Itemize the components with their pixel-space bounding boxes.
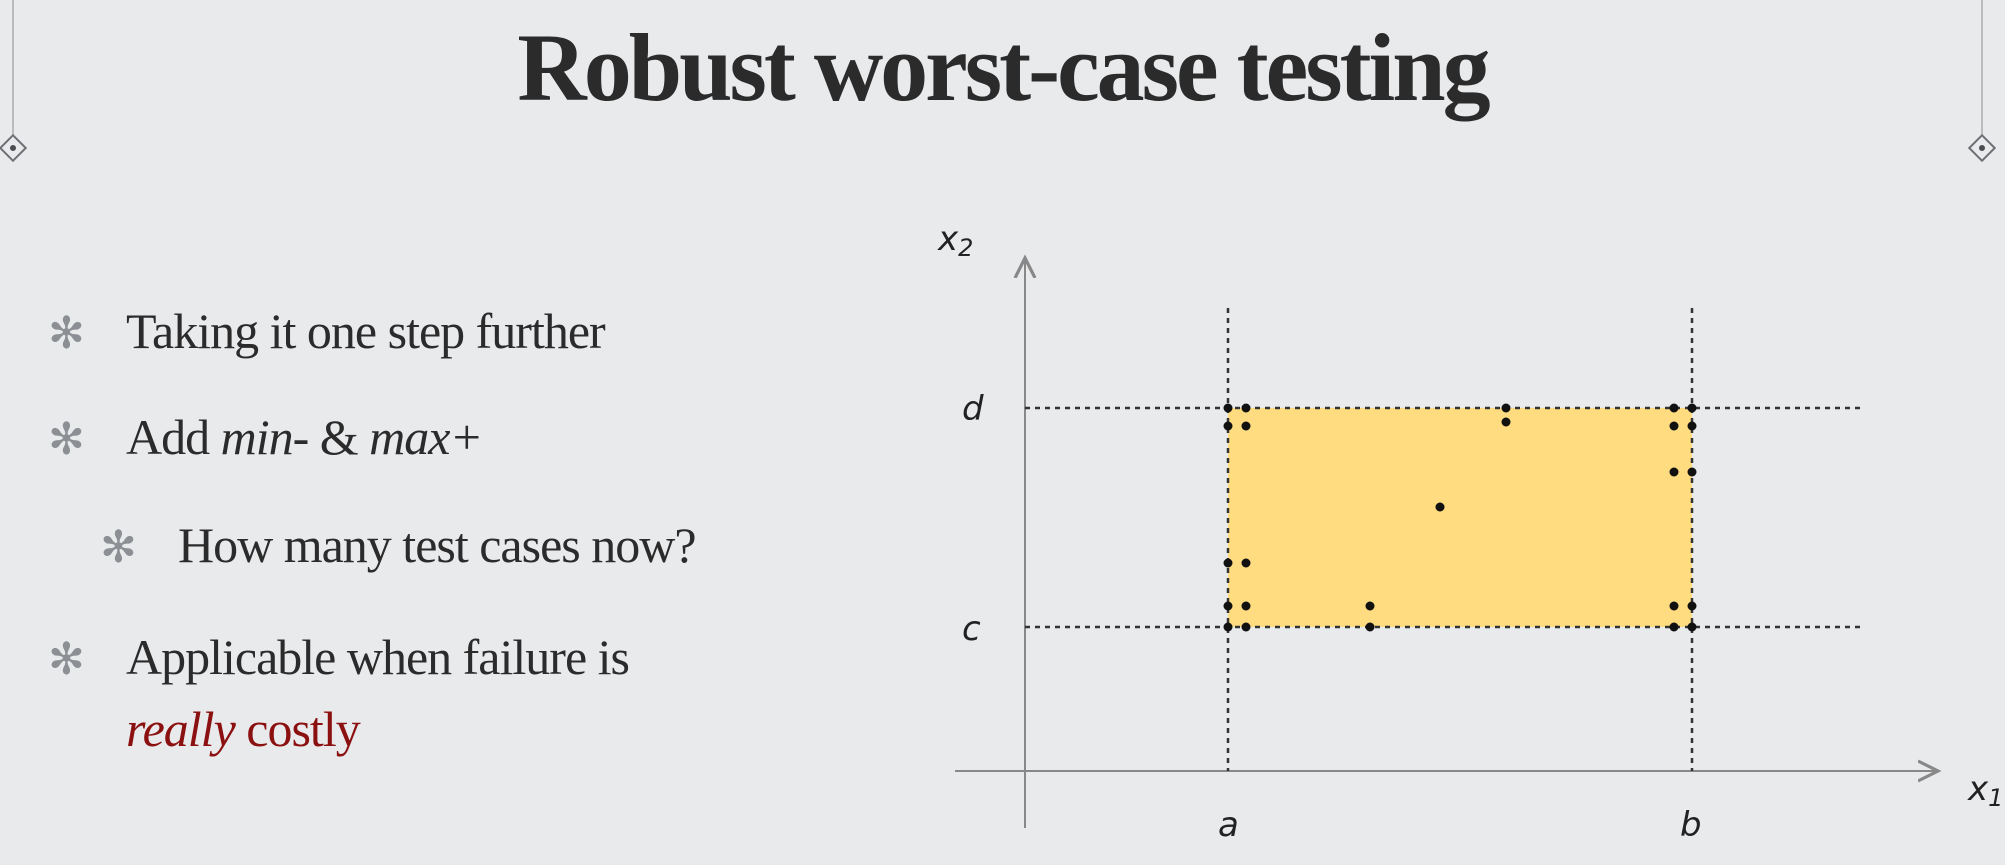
test-point — [1365, 622, 1375, 632]
page-title: Robust worst-case testing — [517, 14, 1490, 121]
test-point — [1241, 403, 1251, 413]
tick-label-c: c — [962, 609, 981, 649]
bullet-item-4-really: really — [126, 701, 236, 757]
bullet-item-1: Taking it one step further — [126, 302, 606, 360]
bullet-item-1-text: Taking it one step further — [126, 303, 606, 359]
test-point — [1669, 622, 1679, 632]
bullet-item-4-line2: really costly — [126, 700, 361, 758]
test-point — [1223, 558, 1233, 568]
test-point — [1241, 601, 1251, 611]
test-point — [1669, 601, 1679, 611]
bullet-item-2: Add min- & max+ — [126, 408, 483, 466]
decorative-right-line — [1981, 0, 1983, 138]
test-point — [1223, 421, 1233, 431]
test-point — [1687, 467, 1697, 477]
bullet-item-4-line1: Applicable when failure is — [126, 629, 630, 685]
bullet-item-2-prefix: Add — [126, 409, 221, 465]
test-point — [1687, 601, 1697, 611]
bullet-star-icon: ✻ — [48, 634, 85, 685]
test-point — [1223, 601, 1233, 611]
test-point — [1669, 467, 1679, 477]
test-point — [1687, 421, 1697, 431]
tick-label-d: d — [962, 389, 984, 429]
test-point — [1223, 403, 1233, 413]
test-point — [1687, 403, 1697, 413]
test-point — [1241, 421, 1251, 431]
test-point — [1501, 403, 1511, 413]
x-axis-label: x1 — [1967, 769, 2003, 812]
bullet-star-icon: ✻ — [48, 308, 85, 359]
test-points — [1223, 403, 1697, 632]
bullet-item-4: Applicable when failure is — [126, 628, 630, 686]
test-point — [1687, 622, 1697, 632]
tick-label-b: b — [1680, 805, 1702, 845]
test-point — [1435, 502, 1445, 512]
bullet-item-2-mid: & — [308, 409, 370, 465]
test-point — [1669, 421, 1679, 431]
y-axis-label: x2 — [937, 219, 973, 262]
test-point — [1223, 622, 1233, 632]
bullet-item-4-costly: costly — [234, 701, 360, 757]
input-domain-rect — [1228, 408, 1692, 627]
test-point — [1241, 558, 1251, 568]
test-point — [1669, 403, 1679, 413]
sub-bullet-star-icon: ✻ — [100, 522, 137, 573]
bullet-item-3: How many test cases now? — [178, 516, 697, 574]
bullet-star-icon: ✻ — [48, 414, 85, 465]
test-point — [1241, 622, 1251, 632]
decorative-left-line — [12, 0, 14, 138]
test-point — [1501, 417, 1511, 427]
bullet-item-2-max: max+ — [369, 409, 483, 465]
bullet-item-2-min: min- — [220, 409, 310, 465]
tick-label-a: a — [1218, 805, 1239, 845]
bullet-item-3-text: How many test cases now? — [178, 517, 697, 573]
test-point — [1365, 601, 1375, 611]
